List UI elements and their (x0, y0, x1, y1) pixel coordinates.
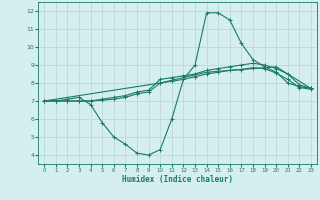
X-axis label: Humidex (Indice chaleur): Humidex (Indice chaleur) (122, 175, 233, 184)
